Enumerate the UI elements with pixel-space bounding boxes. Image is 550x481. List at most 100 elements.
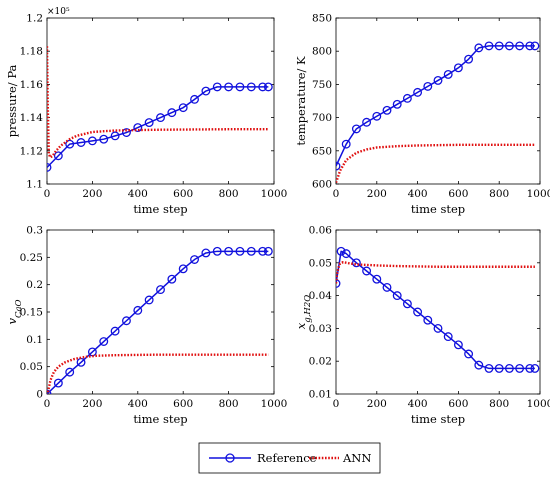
y-axis-label: vCaO bbox=[5, 299, 24, 324]
reference-point bbox=[258, 246, 268, 256]
y-tick-label: 650 bbox=[312, 145, 332, 157]
x-tick-label: 1000 bbox=[261, 398, 288, 410]
y-tick-label: 1.2 bbox=[26, 13, 43, 25]
x-tick-label: 200 bbox=[367, 188, 387, 200]
x-tick-label: 200 bbox=[82, 398, 102, 410]
reference-point bbox=[362, 266, 372, 276]
reference-point bbox=[464, 349, 474, 359]
reference-point bbox=[53, 151, 63, 161]
x-tick-label: 200 bbox=[367, 398, 387, 410]
reference-point bbox=[156, 113, 165, 123]
reference-point bbox=[53, 378, 63, 388]
y-axis-label: xg,H2O bbox=[294, 295, 313, 329]
x-tick-label: 600 bbox=[173, 398, 193, 410]
reference-point bbox=[224, 246, 234, 256]
y-tick-label: 1.12 bbox=[20, 145, 43, 157]
reference-point bbox=[433, 75, 443, 85]
reference-point bbox=[235, 82, 245, 92]
y-tick-label: 1.1 bbox=[26, 179, 43, 191]
reference-point bbox=[392, 99, 402, 109]
reference-point bbox=[224, 82, 234, 92]
reference-point bbox=[413, 307, 423, 317]
reference-point bbox=[201, 248, 211, 258]
x-tick-label: 600 bbox=[448, 188, 468, 200]
x-tick-label: 600 bbox=[448, 398, 468, 410]
y-tick-label: 1.14 bbox=[20, 112, 44, 124]
reference-point bbox=[110, 131, 120, 141]
reference-point bbox=[65, 367, 75, 377]
y-axis-label: pressure/ Pa bbox=[5, 64, 19, 137]
reference-point bbox=[341, 139, 351, 149]
reference-point bbox=[525, 41, 535, 51]
reference-point bbox=[484, 363, 494, 373]
y-tick-label: 600 bbox=[312, 179, 332, 191]
x-tick-label: 0 bbox=[44, 398, 51, 410]
reference-point bbox=[484, 41, 494, 51]
reference-point bbox=[362, 117, 372, 127]
temperature-chart: 0 200 400 600 800 1000 600 650 700 750 800 850 time … bbox=[294, 13, 550, 217]
x-tick-label: 800 bbox=[489, 188, 509, 200]
reference-point bbox=[47, 389, 52, 394]
plot-area bbox=[336, 41, 540, 184]
reference-point bbox=[87, 136, 97, 146]
x-tick-label: 800 bbox=[219, 188, 239, 200]
y-tick-label: 1.18 bbox=[20, 46, 43, 58]
reference-series-line bbox=[336, 45, 535, 167]
reference-point bbox=[156, 285, 165, 295]
reference-point bbox=[190, 255, 199, 264]
y-tick-label: 0.02 bbox=[309, 356, 332, 368]
reference-point bbox=[494, 41, 504, 51]
reference-point bbox=[402, 93, 412, 103]
x-tick-label: 0 bbox=[333, 188, 340, 200]
reference-point bbox=[263, 246, 273, 256]
y-tick-label: 0.2 bbox=[26, 279, 43, 291]
y-tick-label: 850 bbox=[312, 13, 332, 25]
reference-point bbox=[423, 315, 433, 325]
x-tick-label: 1000 bbox=[527, 398, 550, 410]
legend-reference-label: Reference bbox=[257, 451, 317, 465]
y-tick-label: 700 bbox=[312, 112, 332, 124]
reference-point bbox=[212, 82, 222, 92]
reference-point bbox=[144, 118, 154, 128]
reference-point bbox=[190, 94, 199, 104]
reference-point bbox=[76, 138, 86, 147]
ann-series-line bbox=[47, 46, 269, 159]
x-axis-label: time step bbox=[133, 412, 187, 426]
x-tick-label: 1000 bbox=[527, 188, 550, 200]
reference-point bbox=[167, 108, 177, 118]
reference-point bbox=[423, 81, 433, 91]
reference-point bbox=[341, 249, 351, 259]
x-tick-label: 200 bbox=[82, 188, 102, 200]
plot-area bbox=[47, 246, 273, 394]
x-tick-label: 0 bbox=[44, 188, 51, 200]
y-tick-label: 0.25 bbox=[20, 252, 43, 264]
reference-point bbox=[453, 63, 463, 73]
reference-point bbox=[133, 123, 143, 133]
legend-reference-marker bbox=[225, 453, 235, 463]
reference-point bbox=[144, 295, 154, 305]
reference-point bbox=[453, 340, 463, 350]
plot-frame bbox=[335, 229, 541, 395]
reference-point bbox=[382, 105, 392, 115]
x-tick-label: 0 bbox=[333, 398, 340, 410]
pressure-chart: 0 200 400 600 800 1000 1.1 1.12 1.14 1.16 1.18 1.2 t… bbox=[5, 7, 287, 216]
x-tick-label: 400 bbox=[408, 188, 428, 200]
x-axis-label: time step bbox=[133, 202, 187, 216]
y-tick-label: 0.05 bbox=[20, 361, 43, 373]
reference-point bbox=[121, 128, 131, 137]
xh2o-chart: 0 200 400 600 800 1000 0.01 0.02 0.03 0.04 0.05 0.0… bbox=[294, 225, 550, 427]
y-axis-label: temperature/ K bbox=[294, 56, 308, 146]
reference-point bbox=[167, 274, 177, 284]
plot-area bbox=[47, 46, 273, 172]
x-tick-label: 600 bbox=[173, 188, 193, 200]
reference-point bbox=[99, 337, 109, 346]
plot-frame bbox=[46, 17, 275, 185]
y-tick-label: 750 bbox=[312, 79, 332, 91]
reference-point bbox=[504, 41, 514, 51]
reference-point bbox=[515, 41, 525, 51]
legend: Reference ANN bbox=[198, 442, 381, 474]
reference-point bbox=[530, 363, 540, 373]
reference-point bbox=[351, 124, 361, 134]
x-tick-label: 400 bbox=[128, 398, 148, 410]
